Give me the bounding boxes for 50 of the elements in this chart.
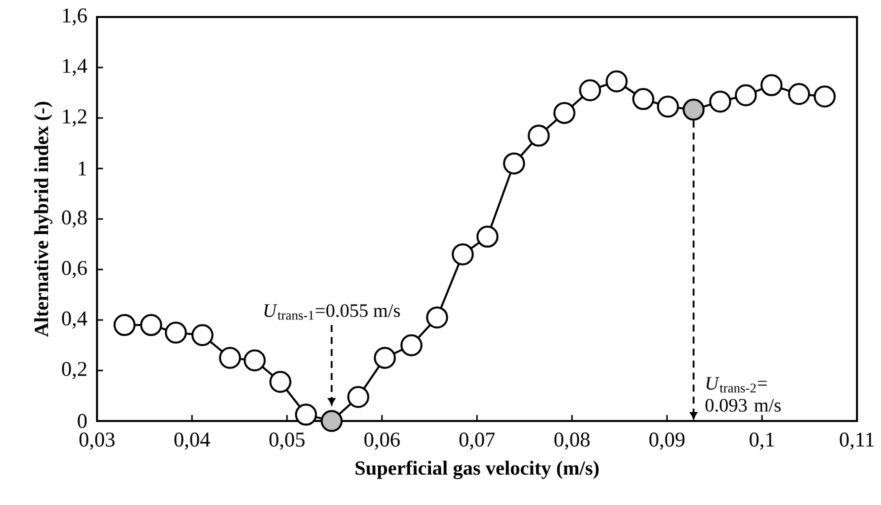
point: [374, 346, 396, 369]
y-tick-label: 1,6: [63, 8, 87, 26]
y-tick-label: 1,2: [63, 109, 86, 127]
point: [320, 410, 343, 432]
point: [191, 324, 214, 346]
point: [400, 334, 422, 356]
x-tick-label: 0,09: [649, 432, 685, 450]
annotation: U$_{trans-1}$=0.055 m/s: [264, 304, 400, 320]
point: [452, 243, 474, 266]
y-tick-label: 0,8: [62, 210, 87, 228]
point: [606, 70, 628, 92]
point: [244, 349, 266, 372]
point: [347, 386, 370, 408]
point: [114, 314, 136, 336]
point: [656, 96, 679, 118]
x-axis-title: Superficial gas velocity (m/s): [356, 460, 599, 480]
x-tick-label: 0,1: [750, 432, 774, 450]
y-tick-label: 0,2: [62, 362, 86, 380]
point: [140, 314, 162, 336]
point: [553, 102, 576, 124]
point: [709, 90, 732, 113]
annotation: U$_{trans-2}$= 0.093 m/s: [706, 377, 781, 412]
y-tick-label: 0: [78, 414, 87, 428]
point: [760, 74, 782, 96]
point: [503, 152, 526, 174]
point: [219, 346, 242, 369]
point: [164, 322, 187, 344]
point: [476, 226, 498, 248]
x-tick-label: 0,08: [554, 432, 590, 450]
point: [788, 83, 810, 106]
y-tick-label: 0,6: [62, 260, 87, 278]
x-tick-label: 0,04: [174, 432, 210, 450]
x-tick-label: 0,11: [840, 432, 874, 450]
x-tick-label: 0,03: [79, 432, 115, 450]
point: [528, 124, 550, 147]
x-tick-label: 0,05: [269, 432, 305, 450]
x-tick-label: 0,06: [364, 432, 400, 450]
y-axis-title: Alternative hybrid index (-): [34, 102, 52, 337]
point: [814, 86, 836, 108]
point: [295, 404, 318, 426]
point: [579, 79, 602, 102]
point: [632, 88, 654, 110]
y-tick-label: 1,4: [63, 58, 88, 76]
x-tick-label: 0,07: [459, 432, 495, 450]
y-tick-label: 0,4: [62, 311, 88, 329]
y-tick-label: 1: [78, 162, 86, 176]
point: [269, 370, 292, 393]
point: [734, 84, 757, 106]
point: [426, 306, 448, 328]
point: [682, 98, 705, 121]
